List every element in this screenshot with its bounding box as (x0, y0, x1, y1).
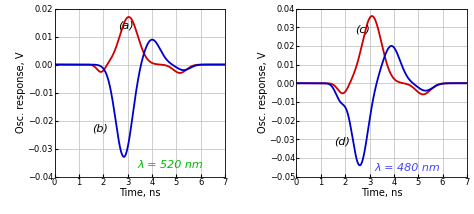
Text: (c): (c) (355, 25, 370, 35)
Text: (b): (b) (92, 124, 108, 134)
Y-axis label: Osc. response, V: Osc. response, V (16, 52, 26, 133)
X-axis label: Time, ns: Time, ns (119, 188, 161, 198)
Y-axis label: Osc. response, V: Osc. response, V (258, 52, 268, 133)
Text: (a): (a) (118, 20, 133, 30)
Text: λ = 480 nm: λ = 480 nm (374, 163, 440, 173)
X-axis label: Time, ns: Time, ns (361, 188, 402, 198)
Text: (d): (d) (334, 137, 350, 147)
Text: λ = 520 nm: λ = 520 nm (137, 160, 203, 170)
